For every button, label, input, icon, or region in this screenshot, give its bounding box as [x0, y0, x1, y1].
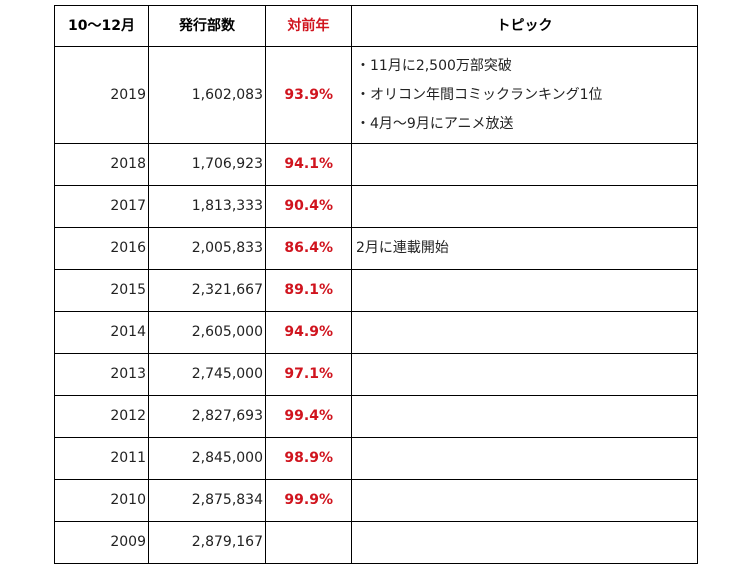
yoy-cell: 97.1% [265, 353, 352, 396]
table-row: 2013 2,745,000 97.1% [54, 353, 698, 396]
table-row: 2017 1,813,333 90.4% [54, 185, 698, 228]
year-cell: 2011 [54, 437, 149, 480]
table-row: 2011 2,845,000 98.9% [54, 437, 698, 480]
table-row: 2018 1,706,923 94.1% [54, 143, 698, 186]
year-cell: 2013 [54, 353, 149, 396]
topic-line: ・11月に2,500万部突破 [356, 57, 512, 74]
year-cell: 2010 [54, 479, 149, 522]
circulation-table: 10～12月 発行部数 対前年 トピック 2019 1,602,083 93.9% ・… [54, 5, 698, 564]
header-topic: トピック [351, 5, 698, 47]
topic-cell [351, 479, 698, 522]
year-cell: 2014 [54, 311, 149, 354]
table-row: 2019 1,602,083 93.9% ・11月に2,500万部突破・オリコン年間コ… [54, 46, 698, 144]
topic-cell [351, 395, 698, 438]
table-header-row: 10～12月 発行部数 対前年 トピック [54, 5, 698, 47]
copies-cell: 2,745,000 [148, 353, 266, 396]
yoy-cell: 94.9% [265, 311, 352, 354]
topic-cell [351, 269, 698, 312]
table-body: 2019 1,602,083 93.9% ・11月に2,500万部突破・オリコン年間コ… [54, 46, 698, 564]
topic-line: ・4月～9月にアニメ放送 [356, 115, 514, 132]
copies-cell: 2,605,000 [148, 311, 266, 354]
year-cell: 2012 [54, 395, 149, 438]
topic-cell: ・11月に2,500万部突破・オリコン年間コミックランキング1位 ・4月～9月にア… [351, 46, 698, 144]
year-cell: 2019 [54, 46, 149, 144]
yoy-cell [265, 521, 352, 564]
copies-cell: 2,845,000 [148, 437, 266, 480]
topic-cell [351, 437, 698, 480]
topic-cell [351, 185, 698, 228]
year-cell: 2016 [54, 227, 149, 270]
table-row: 2014 2,605,000 94.9% [54, 311, 698, 354]
year-cell: 2009 [54, 521, 149, 564]
copies-cell: 1,706,923 [148, 143, 266, 186]
topic-cell [351, 143, 698, 186]
copies-cell: 2,321,667 [148, 269, 266, 312]
copies-cell: 2,879,167 [148, 521, 266, 564]
yoy-cell: 90.4% [265, 185, 352, 228]
topic-line: 2月に連載開始 [356, 240, 449, 256]
header-yoy: 対前年 [265, 5, 352, 47]
year-cell: 2018 [54, 143, 149, 186]
header-copies: 発行部数 [148, 5, 266, 47]
copies-cell: 2,827,693 [148, 395, 266, 438]
yoy-cell: 86.4% [265, 227, 352, 270]
table-row: 2015 2,321,667 89.1% [54, 269, 698, 312]
year-cell: 2015 [54, 269, 149, 312]
topic-cell [351, 521, 698, 564]
yoy-cell: 99.4% [265, 395, 352, 438]
yoy-cell: 89.1% [265, 269, 352, 312]
table-row: 2012 2,827,693 99.4% [54, 395, 698, 438]
topic-cell: 2月に連載開始 [351, 227, 698, 270]
table-row: 2010 2,875,834 99.9% [54, 479, 698, 522]
topic-cell [351, 311, 698, 354]
header-period: 10～12月 [54, 5, 149, 47]
table-row: 2016 2,005,833 86.4% 2月に連載開始 [54, 227, 698, 270]
yoy-cell: 99.9% [265, 479, 352, 522]
topic-line: ・オリコン年間コミックランキング1位 [356, 86, 603, 103]
yoy-cell: 93.9% [265, 46, 352, 144]
copies-cell: 2,875,834 [148, 479, 266, 522]
copies-cell: 1,813,333 [148, 185, 266, 228]
yoy-cell: 98.9% [265, 437, 352, 480]
copies-cell: 2,005,833 [148, 227, 266, 270]
copies-cell: 1,602,083 [148, 46, 266, 144]
year-cell: 2017 [54, 185, 149, 228]
table-row: 2009 2,879,167 [54, 521, 698, 564]
topic-cell [351, 353, 698, 396]
yoy-cell: 94.1% [265, 143, 352, 186]
